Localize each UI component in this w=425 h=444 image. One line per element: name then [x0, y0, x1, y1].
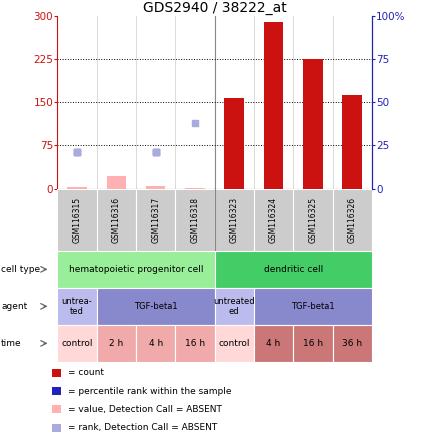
Bar — [57, 288, 96, 325]
Text: control: control — [218, 339, 250, 348]
Text: 16 h: 16 h — [303, 339, 323, 348]
Text: GSM116317: GSM116317 — [151, 197, 160, 243]
Text: TGF-beta1: TGF-beta1 — [291, 302, 335, 311]
Bar — [332, 325, 372, 362]
Text: GSM116316: GSM116316 — [112, 197, 121, 243]
Bar — [215, 288, 254, 325]
Bar — [185, 188, 205, 189]
Text: GSM116326: GSM116326 — [348, 197, 357, 243]
Bar — [136, 325, 175, 362]
Bar — [293, 325, 332, 362]
Bar — [254, 189, 293, 251]
Bar — [146, 186, 165, 189]
Text: GSM116318: GSM116318 — [190, 197, 199, 243]
Text: GSM116325: GSM116325 — [309, 197, 317, 243]
Text: 2 h: 2 h — [109, 339, 124, 348]
Text: 36 h: 36 h — [342, 339, 362, 348]
Bar — [254, 325, 293, 362]
Bar — [215, 251, 372, 288]
Bar — [254, 288, 372, 325]
Text: hematopoietic progenitor cell: hematopoietic progenitor cell — [69, 265, 203, 274]
Text: dendritic cell: dendritic cell — [264, 265, 323, 274]
Text: time: time — [1, 339, 22, 348]
Text: = percentile rank within the sample: = percentile rank within the sample — [68, 387, 232, 396]
Bar — [57, 251, 215, 288]
Bar — [215, 325, 254, 362]
Bar — [52, 369, 61, 377]
Bar — [57, 325, 96, 362]
Point — [74, 149, 80, 156]
Bar — [67, 187, 87, 189]
Title: GDS2940 / 38222_at: GDS2940 / 38222_at — [143, 0, 286, 15]
Bar — [96, 189, 136, 251]
Bar — [343, 95, 362, 189]
Bar — [67, 187, 87, 189]
Text: GSM116324: GSM116324 — [269, 197, 278, 243]
Bar — [175, 189, 215, 251]
Point — [192, 119, 198, 127]
Text: untrea-
ted: untrea- ted — [62, 297, 92, 316]
Bar — [107, 176, 126, 189]
Text: TGF-beta1: TGF-beta1 — [134, 302, 178, 311]
Text: 16 h: 16 h — [185, 339, 205, 348]
Bar — [146, 186, 165, 189]
Text: GSM116315: GSM116315 — [73, 197, 82, 243]
Text: 4 h: 4 h — [148, 339, 163, 348]
Text: 4 h: 4 h — [266, 339, 281, 348]
Point — [74, 149, 80, 156]
Text: = count: = count — [68, 369, 104, 377]
Bar — [264, 23, 283, 189]
Text: GSM116323: GSM116323 — [230, 197, 239, 243]
Bar — [52, 424, 61, 432]
Text: cell type: cell type — [1, 265, 40, 274]
Bar — [215, 189, 254, 251]
Bar — [293, 189, 332, 251]
Bar — [224, 98, 244, 189]
Bar — [175, 325, 215, 362]
Bar — [52, 387, 61, 395]
Bar — [96, 325, 136, 362]
Bar — [52, 405, 61, 413]
Text: = value, Detection Call = ABSENT: = value, Detection Call = ABSENT — [68, 404, 222, 414]
Text: agent: agent — [1, 302, 27, 311]
Bar — [96, 288, 215, 325]
Text: untreated
ed: untreated ed — [213, 297, 255, 316]
Point — [152, 149, 159, 156]
Point — [152, 149, 159, 156]
Bar — [303, 59, 323, 189]
Text: control: control — [61, 339, 93, 348]
Bar — [107, 177, 126, 189]
Bar — [136, 189, 175, 251]
Text: = rank, Detection Call = ABSENT: = rank, Detection Call = ABSENT — [68, 424, 218, 432]
Bar — [57, 189, 96, 251]
Bar — [185, 187, 205, 189]
Bar — [332, 189, 372, 251]
